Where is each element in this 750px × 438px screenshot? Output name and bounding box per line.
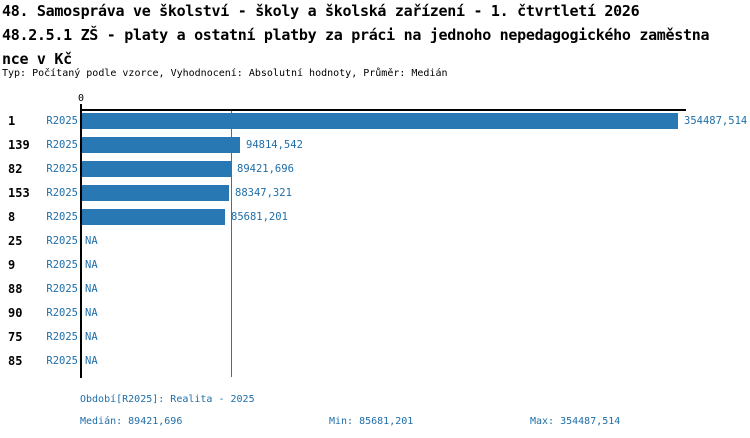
footer-period-label: Období[R2025]: Realita - 2025: [80, 394, 255, 405]
chart-row: 85 R2025 NA: [0, 353, 750, 369]
chart-row: 8 R2025 85681,201: [0, 209, 750, 225]
row-category-label: 9: [8, 258, 16, 272]
row-na-label: NA: [85, 331, 98, 343]
row-series-label: R2025: [46, 211, 78, 223]
row-series-label: R2025: [46, 115, 78, 127]
row-series-label: R2025: [46, 139, 78, 151]
row-category-label: 75: [8, 330, 23, 344]
row-series-label: R2025: [46, 355, 78, 367]
row-category-label: 90: [8, 306, 23, 320]
row-bar: [80, 137, 240, 153]
chart-row: 90 R2025 NA: [0, 305, 750, 321]
row-bar: [80, 185, 229, 201]
row-category-label: 88: [8, 282, 23, 296]
row-series-label: R2025: [46, 307, 78, 319]
row-series-label: R2025: [46, 331, 78, 343]
row-category-label: 85: [8, 354, 23, 368]
row-value-label: 89421,696: [237, 163, 294, 175]
median-reference-line: [231, 111, 232, 377]
chart-row: 82 R2025 89421,696: [0, 161, 750, 177]
row-series-label: R2025: [46, 163, 78, 175]
y-axis-line: [80, 104, 82, 378]
row-value-label: 354487,514: [684, 115, 748, 127]
row-bar: [80, 209, 225, 225]
row-bar: [80, 161, 231, 177]
chart-row: 9 R2025 NA: [0, 257, 750, 273]
footer-max-label: Max: 354487,514: [530, 416, 621, 427]
report-title-line-3: nce v Kč: [2, 50, 72, 68]
report-meta-line: Typ: Počítaný podle vzorce, Vyhodnocení:…: [2, 68, 448, 79]
x-axis-zero-tick-label: 0: [77, 93, 85, 104]
chart-row: 139 R2025 94814,542: [0, 137, 750, 153]
chart-row: 153 R2025 88347,321: [0, 185, 750, 201]
row-category-label: 82: [8, 162, 23, 176]
row-value-label: 94814,542: [246, 139, 303, 151]
row-na-label: NA: [85, 283, 98, 295]
row-bar: [80, 113, 678, 129]
report-title-line-1: 48. Samospráva ve školství - školy a ško…: [2, 2, 640, 20]
row-series-label: R2025: [46, 283, 78, 295]
row-category-label: 139: [8, 138, 30, 152]
chart-row: 25 R2025 NA: [0, 233, 750, 249]
row-category-label: 25: [8, 234, 23, 248]
row-category-label: 8: [8, 210, 16, 224]
row-series-label: R2025: [46, 235, 78, 247]
row-series-label: R2025: [46, 187, 78, 199]
row-series-label: R2025: [46, 259, 78, 271]
row-na-label: NA: [85, 355, 98, 367]
row-na-label: NA: [85, 307, 98, 319]
footer-median-label: Medián: 89421,696: [80, 416, 183, 427]
chart-row: 1 R2025 354487,514: [0, 113, 750, 129]
row-na-label: NA: [85, 235, 98, 247]
plot-top-border: [80, 109, 686, 111]
footer-min-label: Min: 85681,201: [329, 416, 414, 427]
report-title-line-2: 48.2.5.1 ZŠ - platy a ostatní platby za …: [2, 26, 710, 44]
row-value-label: 85681,201: [231, 211, 288, 223]
row-category-label: 153: [8, 186, 30, 200]
row-category-label: 1: [8, 114, 16, 128]
row-na-label: NA: [85, 259, 98, 271]
chart-row: 75 R2025 NA: [0, 329, 750, 345]
row-value-label: 88347,321: [235, 187, 292, 199]
chart-row: 88 R2025 NA: [0, 281, 750, 297]
